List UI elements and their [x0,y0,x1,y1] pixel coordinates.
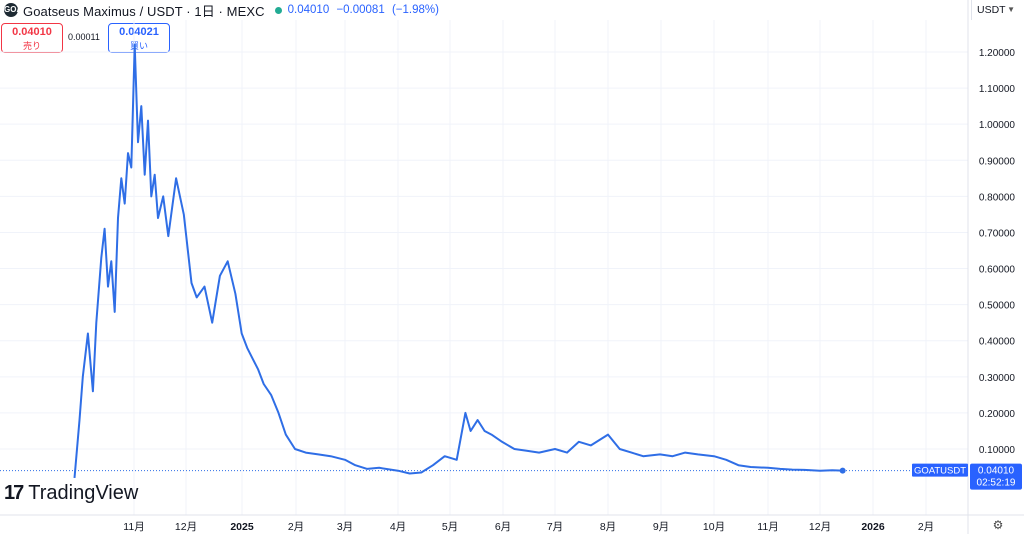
ticker-tag-label: GOATUSDT [914,466,966,477]
x-tick-label: 8月 [600,521,616,533]
chevron-down-icon: ▼ [1007,5,1015,14]
tradingview-mark-icon: 17 [4,482,24,504]
last-price-tag [970,463,1022,490]
x-tick-label: 3月 [337,521,353,533]
x-tick-label: 9月 [653,521,669,533]
y-tick-label: 0.90000 [979,156,1016,167]
tradingview-wordmark: TradingView [28,482,139,504]
y-tick-label: 1.00000 [979,120,1016,131]
price-info: 0.04010 −0.00081 (−1.98%) [288,4,443,16]
x-tick-label: 2月 [288,521,304,533]
last-price-tag-value: 0.04010 [978,466,1015,477]
y-tick-label: 1.10000 [979,84,1016,95]
chart-header: GOAT Goatseus Maximus / USDT · 1日 · MEXC… [0,0,968,20]
x-tick-label: 2月 [918,521,934,533]
y-tick-label: 0.40000 [979,337,1016,348]
y-tick-label: 0.10000 [979,445,1016,456]
coin-logo-icon: GOAT [4,3,27,17]
y-tick-label: 0.70000 [979,228,1016,239]
y-tick-label: 0.50000 [979,301,1016,312]
y-tick-label: 0.80000 [979,192,1016,203]
sell-price: 0.04010 [12,26,52,38]
last-price-point [839,467,846,474]
buy-button[interactable]: 0.04021 買い [108,23,170,53]
currency-select[interactable]: USDT ▼ [971,0,1023,20]
x-tick-label: 6月 [495,521,511,533]
x-tick-label: 7月 [547,521,563,533]
y-tick-label: 0.20000 [979,409,1016,420]
x-tick-label: 2026 [861,521,885,533]
market-open-icon [274,6,282,14]
x-tick-label: 5月 [442,521,458,533]
x-tick-label: 10月 [703,521,725,533]
currency-label: USDT [977,4,1006,16]
countdown-label: 02:52:19 [977,478,1016,489]
last-price: 0.04010 [287,4,330,16]
y-tick-label: 1.20000 [979,48,1016,59]
x-tick-label: 11月 [123,521,144,533]
x-tick-label: 2025 [230,521,254,533]
x-tick-label: 11月 [757,521,778,533]
x-tick-label: 4月 [390,521,406,533]
price-change: −0.00081 [336,4,385,16]
sell-label: 売り [22,41,41,51]
symbol-title[interactable]: Goatseus Maximus / USDT · 1日 · MEXC [23,3,265,19]
buy-price: 0.04021 [119,26,159,38]
buy-label: 買い [129,41,148,51]
x-tick-label: 12月 [809,521,831,533]
x-tick-label: 12月 [175,521,197,533]
gear-icon[interactable]: ⚙ [992,518,1004,532]
y-tick-label: 0.30000 [979,373,1016,384]
spread-value: 0.00011 [68,32,100,42]
price-series-line [73,43,843,478]
price-change-pct: (−1.98%) [391,4,439,16]
tradingview-logo[interactable]: 17 TradingView [4,482,138,505]
y-tick-label: 0.60000 [979,265,1016,276]
ticker-tag [912,463,968,477]
